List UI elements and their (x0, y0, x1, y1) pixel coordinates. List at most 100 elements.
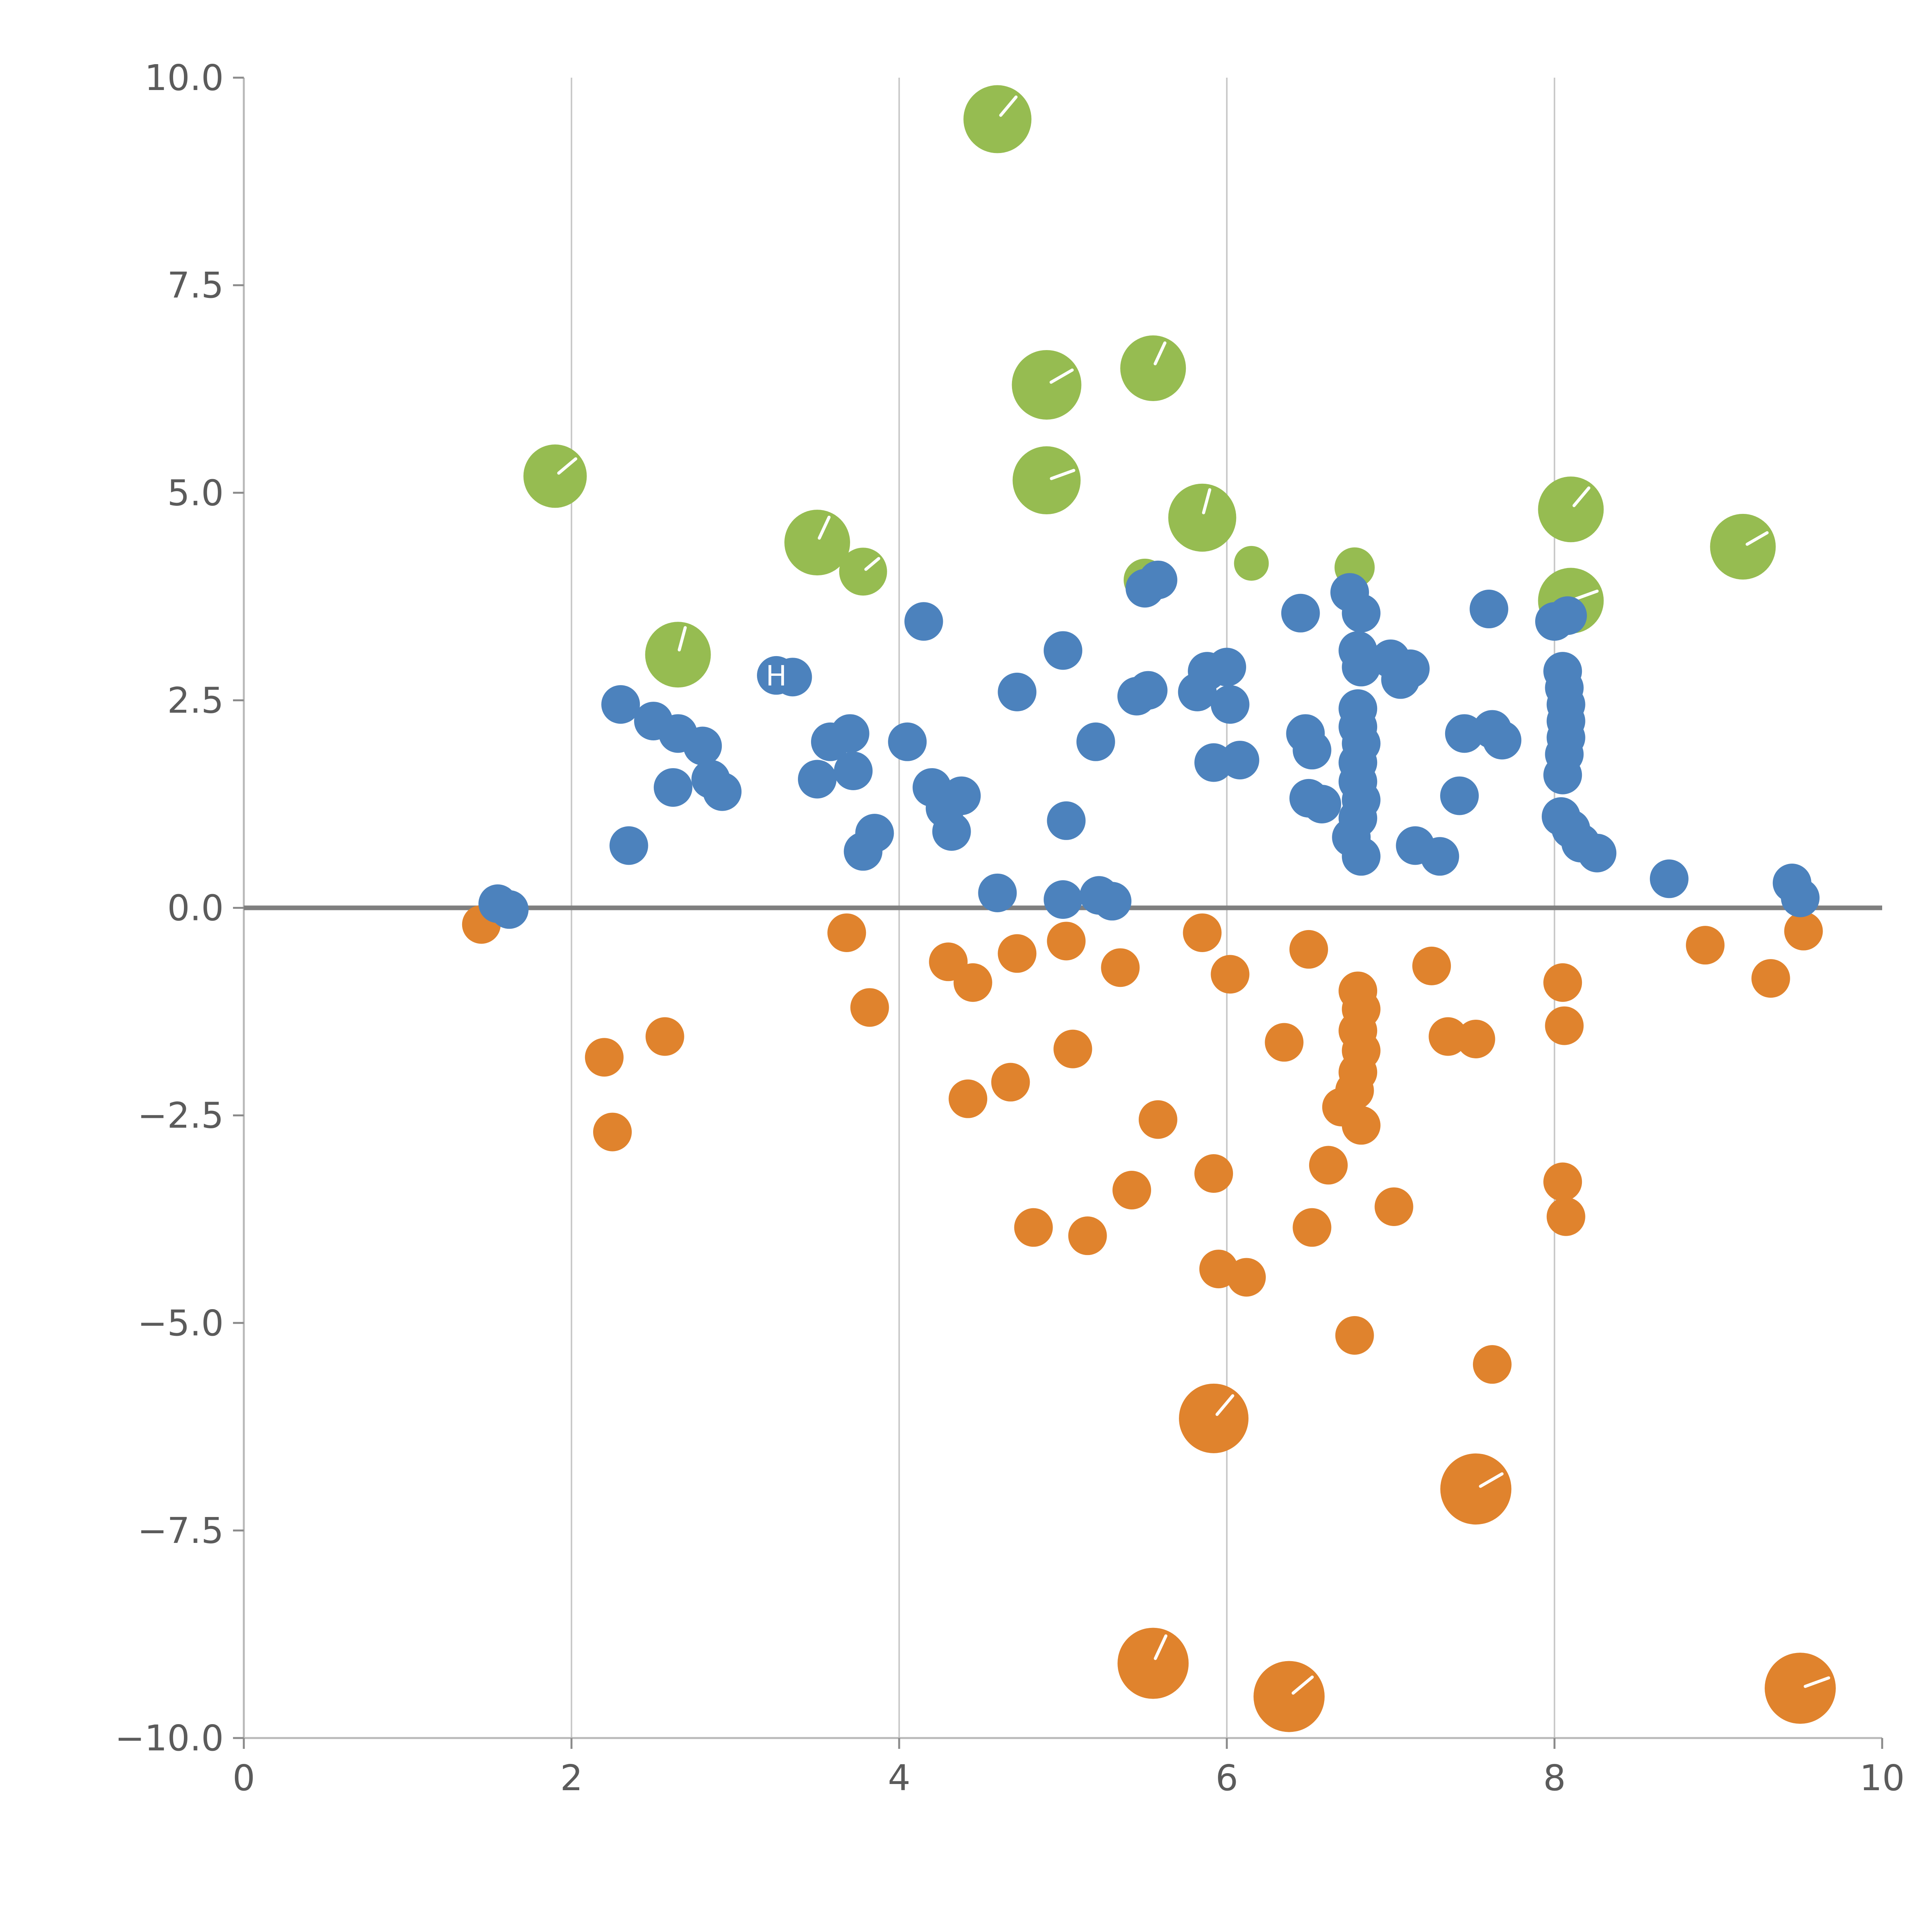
data-point (1129, 671, 1168, 710)
data-point (703, 772, 742, 811)
data-point (1429, 1017, 1468, 1056)
data-point (798, 760, 837, 799)
data-point (1781, 878, 1820, 917)
bubble-notch (1215, 1394, 1235, 1416)
y-tick-label: −10.0 (115, 1718, 224, 1759)
data-point (1168, 483, 1236, 552)
data-point (1253, 1661, 1325, 1732)
bubble-notch (818, 515, 831, 540)
data-point (683, 726, 722, 765)
data-point (1293, 731, 1332, 770)
data-point (1012, 446, 1081, 515)
data-point (1220, 741, 1259, 780)
data-point (1546, 1197, 1585, 1236)
data-point (1208, 648, 1246, 687)
bubble-notch (1153, 341, 1167, 366)
data-point (1265, 1023, 1304, 1062)
data-point (1686, 926, 1725, 965)
data-point (645, 622, 711, 688)
y-tick-label: 7.5 (167, 265, 224, 306)
data-point (942, 776, 981, 815)
data-point (1469, 590, 1509, 629)
y-tick-label: −5.0 (138, 1303, 224, 1344)
data-point (1076, 722, 1115, 761)
data-point (1765, 1653, 1836, 1724)
bubble-notch (1803, 1676, 1830, 1688)
data-point (904, 602, 943, 641)
data-point (953, 963, 992, 1002)
data-point (850, 988, 889, 1027)
bubble-notch (1291, 1675, 1314, 1695)
x-tick-label: 10 (1859, 1757, 1905, 1799)
y-tick-label: −7.5 (138, 1510, 224, 1551)
series-green-large-bubbles (523, 85, 1776, 688)
data-point (1650, 859, 1689, 898)
data-point (1044, 631, 1082, 670)
data-point (1047, 922, 1086, 961)
data-point (1194, 1154, 1233, 1193)
data-point (1543, 963, 1582, 1002)
data-point (1211, 685, 1250, 724)
data-point (1338, 1053, 1378, 1092)
x-tick-label: 0 (233, 1757, 255, 1799)
data-point (1335, 1316, 1374, 1355)
data-point (1012, 350, 1082, 420)
bubble-notch (999, 95, 1018, 117)
data-point (1068, 1216, 1107, 1255)
data-point (1112, 1170, 1151, 1209)
data-point (1179, 1383, 1249, 1453)
data-point (1342, 837, 1381, 876)
data-point (1101, 948, 1140, 987)
series-blue-positive-points (478, 560, 1820, 929)
data-point (523, 444, 587, 508)
data-point (1543, 755, 1582, 794)
data-point (834, 751, 873, 790)
data-point (1545, 1006, 1584, 1045)
y-tick-label: 0.0 (167, 888, 224, 929)
data-point (1784, 912, 1823, 951)
data-point (784, 510, 850, 576)
bubble-notch (1154, 1634, 1168, 1660)
data-point (1117, 1628, 1189, 1699)
data-point (1281, 594, 1320, 633)
x-tick-label: 6 (1216, 1757, 1238, 1799)
data-point (1293, 1208, 1332, 1247)
data-point (1412, 946, 1451, 985)
bubble-notch (1574, 589, 1599, 601)
data-point (1289, 930, 1328, 969)
data-point (1578, 833, 1617, 872)
data-point (1047, 801, 1086, 840)
data-point (1391, 649, 1430, 688)
data-point (978, 873, 1017, 912)
data-point (645, 1017, 684, 1056)
y-tick-label: 10.0 (145, 57, 224, 99)
data-point (1014, 1208, 1053, 1247)
bubble-notch (1745, 531, 1769, 546)
data-point (1053, 1029, 1092, 1068)
data-point (490, 890, 529, 929)
bubble-notch (1049, 368, 1074, 384)
data-point (609, 826, 648, 865)
data-point (1483, 721, 1522, 760)
bubble-notch (1479, 1472, 1504, 1488)
data-point (1234, 546, 1269, 581)
y-tick-label: −2.5 (138, 1095, 224, 1136)
data-point (949, 1079, 988, 1118)
data-point (827, 913, 866, 952)
data-point (1120, 335, 1186, 401)
data-point (839, 548, 887, 596)
data-point (1227, 1258, 1266, 1297)
bubble-notch (557, 457, 577, 475)
data-point (601, 685, 640, 724)
x-tick-label: 4 (888, 1757, 911, 1799)
data-point (1138, 560, 1177, 599)
x-tick-label: 2 (560, 1757, 583, 1799)
data-point (1374, 1187, 1413, 1226)
data-point (998, 672, 1037, 711)
data-point (1302, 784, 1341, 823)
data-point (1093, 882, 1132, 921)
data-point (773, 658, 812, 697)
data-point (1211, 955, 1250, 994)
data-point (593, 1112, 632, 1151)
